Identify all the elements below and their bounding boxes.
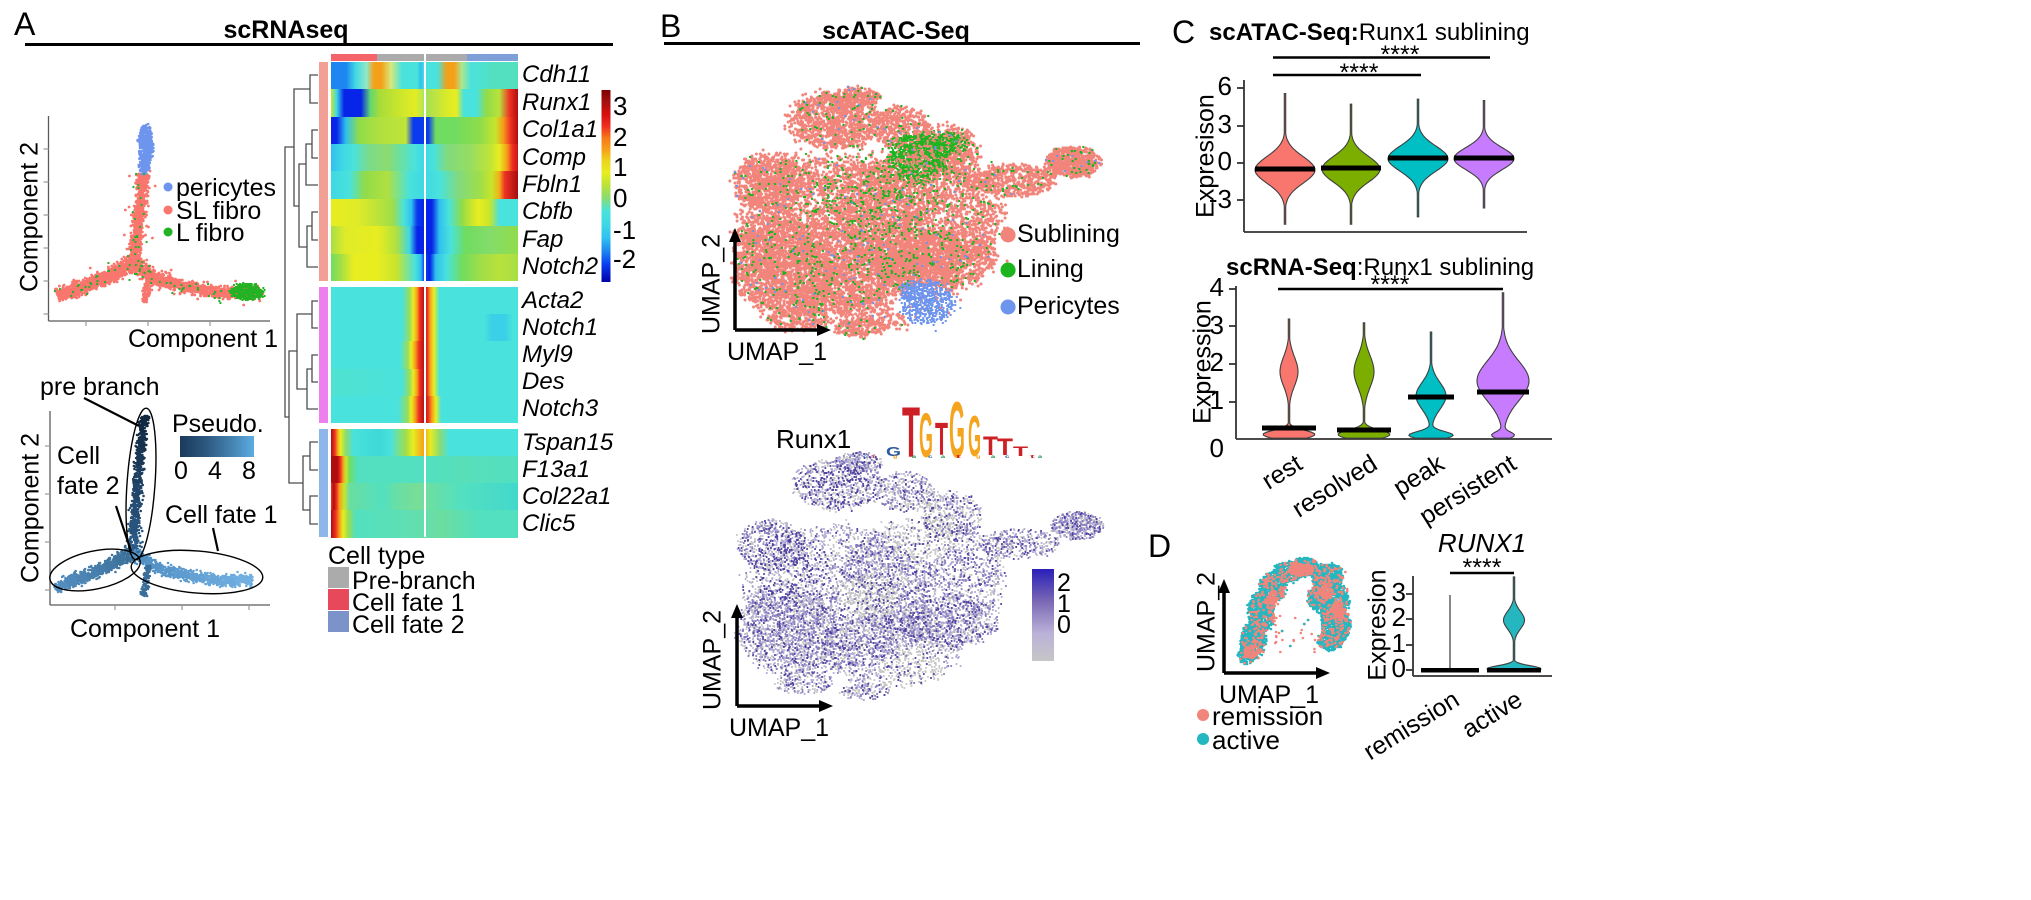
svg-text:c: c xyxy=(928,454,933,459)
svg-text:t: t xyxy=(956,454,961,459)
svg-text:a: a xyxy=(912,454,917,460)
svg-text:a: a xyxy=(1038,454,1043,460)
svg-text:T: T xyxy=(983,432,998,461)
svg-text:T: T xyxy=(1013,444,1029,459)
svg-text:T: T xyxy=(902,393,920,473)
svg-text:active: active xyxy=(1457,685,1527,743)
svg-text:T: T xyxy=(935,414,948,465)
svg-text:c: c xyxy=(1005,454,1010,459)
svg-text:G: G xyxy=(919,400,933,471)
svg-text:a: a xyxy=(941,454,946,460)
svg-text:remission: remission xyxy=(1359,685,1465,765)
svg-text:G: G xyxy=(968,404,981,468)
svg-text:t: t xyxy=(1030,454,1035,459)
svg-text:a: a xyxy=(991,454,996,460)
svg-text:c: c xyxy=(863,454,868,459)
svg-text:T: T xyxy=(997,434,1013,461)
svg-text:g: g xyxy=(976,454,981,460)
svg-text:G: G xyxy=(949,386,965,475)
svg-text:g: g xyxy=(893,454,898,460)
svg-text:G: G xyxy=(886,445,901,459)
svg-text:t: t xyxy=(871,454,876,459)
